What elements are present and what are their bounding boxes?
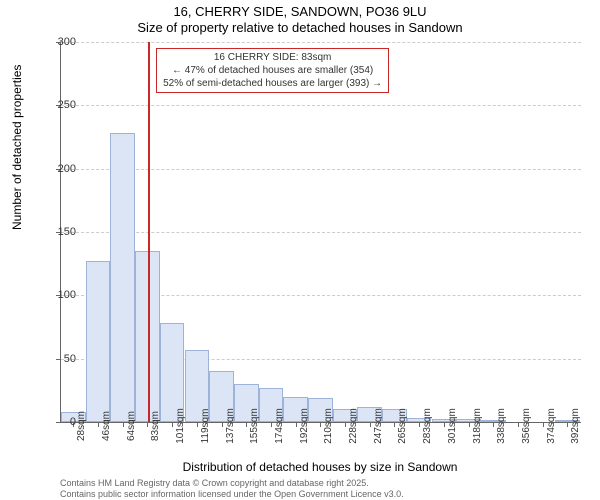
- xtick-mark: [469, 422, 470, 427]
- histogram-bar: [160, 323, 185, 422]
- xtick-mark: [444, 422, 445, 427]
- x-axis-label: Distribution of detached houses by size …: [60, 460, 580, 474]
- annotation-line: 52% of semi-detached houses are larger (…: [163, 77, 382, 90]
- ytick-label: 100: [46, 289, 76, 301]
- xtick-mark: [296, 422, 297, 427]
- xtick-label: 283sqm: [422, 408, 433, 444]
- xtick-mark: [567, 422, 568, 427]
- xtick-label: 356sqm: [521, 408, 532, 444]
- chart-title-main: 16, CHERRY SIDE, SANDOWN, PO36 9LU: [0, 4, 600, 19]
- y-axis-label: Number of detached properties: [10, 65, 24, 230]
- marker-line: [148, 42, 150, 422]
- attribution-line: Contains HM Land Registry data © Crown c…: [60, 478, 404, 489]
- annotation-line: 16 CHERRY SIDE: 83sqm: [163, 51, 382, 64]
- xtick-mark: [123, 422, 124, 427]
- attribution-text: Contains HM Land Registry data © Crown c…: [60, 478, 404, 500]
- xtick-mark: [172, 422, 173, 427]
- xtick-mark: [320, 422, 321, 427]
- xtick-mark: [222, 422, 223, 427]
- gridline: [61, 169, 581, 170]
- ytick-label: 0: [46, 416, 76, 428]
- xtick-mark: [493, 422, 494, 427]
- histogram-bar: [86, 261, 111, 422]
- ytick-label: 200: [46, 163, 76, 175]
- xtick-label: 301sqm: [447, 408, 458, 444]
- gridline: [61, 232, 581, 233]
- xtick-mark: [246, 422, 247, 427]
- xtick-label: 265sqm: [397, 408, 408, 444]
- xtick-mark: [518, 422, 519, 427]
- ytick-label: 50: [46, 353, 76, 365]
- plot-area: 28sqm46sqm64sqm83sqm101sqm119sqm137sqm15…: [60, 42, 581, 423]
- xtick-label: 374sqm: [546, 408, 557, 444]
- xtick-label: 392sqm: [570, 408, 581, 444]
- xtick-mark: [197, 422, 198, 427]
- xtick-mark: [147, 422, 148, 427]
- xtick-label: 318sqm: [472, 408, 483, 444]
- annotation-box: 16 CHERRY SIDE: 83sqm← 47% of detached h…: [156, 48, 389, 93]
- xtick-mark: [98, 422, 99, 427]
- xtick-mark: [271, 422, 272, 427]
- xtick-mark: [370, 422, 371, 427]
- xtick-mark: [394, 422, 395, 427]
- xtick-mark: [543, 422, 544, 427]
- histogram-bar: [110, 133, 135, 422]
- xtick-mark: [345, 422, 346, 427]
- annotation-line: ← 47% of detached houses are smaller (35…: [163, 64, 382, 77]
- ytick-label: 250: [46, 99, 76, 111]
- attribution-line: Contains public sector information licen…: [60, 489, 404, 500]
- gridline: [61, 42, 581, 43]
- xtick-label: 338sqm: [496, 408, 507, 444]
- chart-title-sub: Size of property relative to detached ho…: [0, 20, 600, 35]
- ytick-label: 150: [46, 226, 76, 238]
- ytick-label: 300: [46, 36, 76, 48]
- gridline: [61, 105, 581, 106]
- xtick-mark: [419, 422, 420, 427]
